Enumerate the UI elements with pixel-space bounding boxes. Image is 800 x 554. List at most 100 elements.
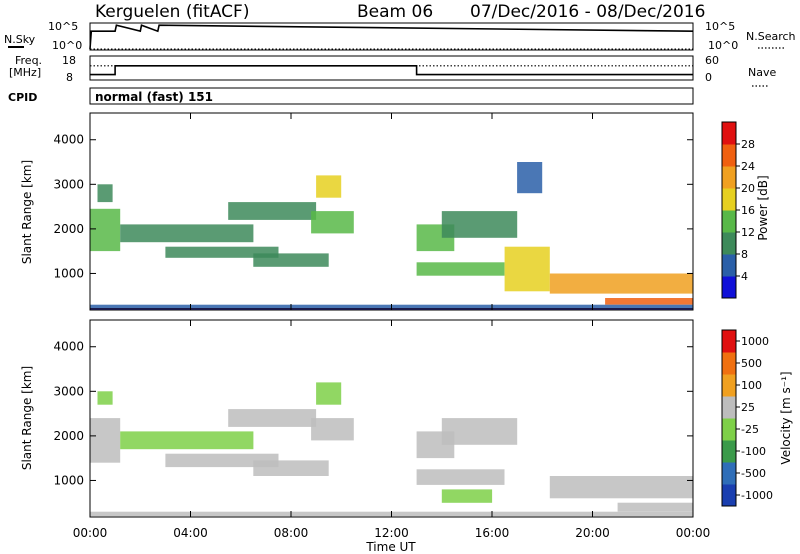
x-tick-label: 16:00	[475, 526, 510, 540]
freq-tick-top: 18	[62, 54, 76, 67]
freq-panel	[89, 55, 694, 81]
velocity-colorbar-tick-label: 1000	[741, 335, 769, 348]
power-colorbar-swatch	[722, 232, 736, 255]
freq-tick-bottom: 8	[66, 71, 73, 84]
y-tick-label: 4000	[53, 340, 84, 354]
freq-label-line1: Freq.	[15, 54, 42, 67]
velocity-colorbar: 1000 500 100 25 -25 -100 -500 -1000	[721, 329, 773, 507]
nave-label: Nave	[748, 66, 776, 79]
time-x-axis: 00:00 04:00 08:00 12:00 16:00 20:00 00:00	[73, 113, 711, 540]
power-colorbar-tick-label: 16	[741, 204, 755, 217]
velocity-patch	[97, 391, 113, 405]
velocity-patch	[90, 418, 121, 463]
velocity-colorbar-swatch	[722, 374, 736, 397]
nave-tick-top: 60	[705, 54, 719, 67]
velocity-colorbar-tick-label: -100	[741, 445, 766, 458]
power-patch	[441, 211, 518, 238]
velocity-patch	[165, 453, 279, 468]
nsky-tick-top: 10^5	[48, 20, 78, 33]
power-colorbar-tick-label: 8	[741, 248, 748, 261]
power-patch	[549, 273, 693, 294]
cpid-value: normal (fast) 151	[95, 90, 213, 104]
velocity-colorbar-swatch	[722, 418, 736, 441]
power-patch	[253, 253, 329, 267]
y-tick-label: 2000	[53, 429, 84, 443]
velocity-colorbar-swatch	[722, 440, 736, 463]
power-colorbar-label: Power [dB]	[756, 175, 770, 240]
velocity-patch	[120, 431, 254, 450]
velocity-patch	[253, 460, 329, 476]
nsearch-label: N.Search	[746, 30, 796, 43]
y-tick-label: 3000	[53, 384, 84, 398]
power-colorbar-swatch	[722, 166, 736, 189]
power-patch	[97, 184, 113, 203]
nsky-label: N.Sky	[4, 33, 36, 46]
y-tick-label: 4000	[53, 133, 84, 147]
beam-label: Beam 06	[357, 2, 433, 22]
velocity-patch	[416, 469, 505, 485]
power-colorbar-swatch	[722, 276, 736, 299]
x-tick-label: 12:00	[374, 526, 409, 540]
power-colorbar-tick-label: 28	[741, 138, 755, 151]
x-tick-label: 00:00	[73, 526, 108, 540]
y-tick-label: 1000	[53, 266, 84, 280]
velocity-heatmap	[90, 382, 693, 517]
velocity-patch	[441, 418, 518, 445]
velocity-patch	[549, 476, 693, 499]
power-patch	[228, 202, 317, 220]
velocity-colorbar-tick-label: 500	[741, 357, 762, 370]
velocity-colorbar-tick-label: -1000	[741, 489, 773, 502]
x-tick-label: 08:00	[274, 526, 309, 540]
y-tick-label: 2000	[53, 222, 84, 236]
power-colorbar-swatch	[722, 254, 736, 277]
nsky-series	[89, 24, 694, 50]
nave-tick-bottom: 0	[705, 71, 712, 84]
y-tick-label: 1000	[53, 473, 84, 487]
velocity-colorbar-tick-label: -25	[741, 423, 759, 436]
power-colorbar-tick-label: 20	[741, 182, 755, 195]
power-colorbar-tick-label: 24	[741, 160, 755, 173]
power-colorbar-swatch	[722, 122, 736, 145]
y-tick-label: 3000	[53, 177, 84, 191]
velocity-patch	[228, 409, 317, 427]
xlabel: Time UT	[365, 540, 416, 554]
x-tick-label: 04:00	[173, 526, 208, 540]
velocity-colorbar-tick-label: -500	[741, 467, 766, 480]
power-colorbar-swatch	[722, 210, 736, 233]
power-ylabel: Slant Range [km]	[20, 160, 34, 264]
power-patch	[311, 211, 354, 234]
nsky-panel	[89, 22, 694, 51]
power-colorbar: 28 24 20 16 12 8 4	[721, 121, 755, 299]
power-patch	[316, 175, 342, 198]
x-tick-label: 20:00	[575, 526, 610, 540]
velocity-y-axis: 4000 3000 2000 1000	[53, 340, 693, 487]
power-heatmap	[90, 162, 693, 310]
power-colorbar-swatch	[722, 144, 736, 167]
power-colorbar-tick-label: 12	[741, 226, 755, 239]
cpid-panel	[89, 87, 694, 105]
velocity-ylabel: Slant Range [km]	[20, 366, 34, 470]
power-patch	[416, 262, 505, 276]
freq-line	[90, 65, 693, 76]
velocity-colorbar-swatch	[722, 352, 736, 375]
station-title: Kerguelen (fitACF)	[95, 2, 249, 22]
power-patch	[605, 298, 693, 305]
velocity-colorbar-swatch	[722, 484, 736, 507]
velocity-colorbar-tick-label: 25	[741, 401, 755, 414]
velocity-colorbar-frame	[721, 329, 737, 507]
date-range: 07/Dec/2016 - 08/Dec/2016	[470, 2, 705, 22]
power-patch	[120, 224, 254, 243]
velocity-patch	[316, 382, 342, 405]
nsky-tick-bottom: 10^0	[52, 39, 82, 52]
velocity-patch	[617, 502, 693, 512]
velocity-colorbar-swatch	[722, 396, 736, 419]
power-patch	[90, 208, 121, 252]
power-patch	[165, 246, 279, 258]
nsearch-tick-bottom: 10^0	[708, 39, 738, 52]
power-colorbar-swatch	[722, 188, 736, 211]
freq-label-line2: [MHz]	[9, 66, 41, 79]
x-tick-label: 00:00	[676, 526, 711, 540]
velocity-patch	[441, 489, 493, 503]
nsearch-tick-top: 10^5	[705, 20, 735, 33]
velocity-patch	[311, 418, 354, 441]
